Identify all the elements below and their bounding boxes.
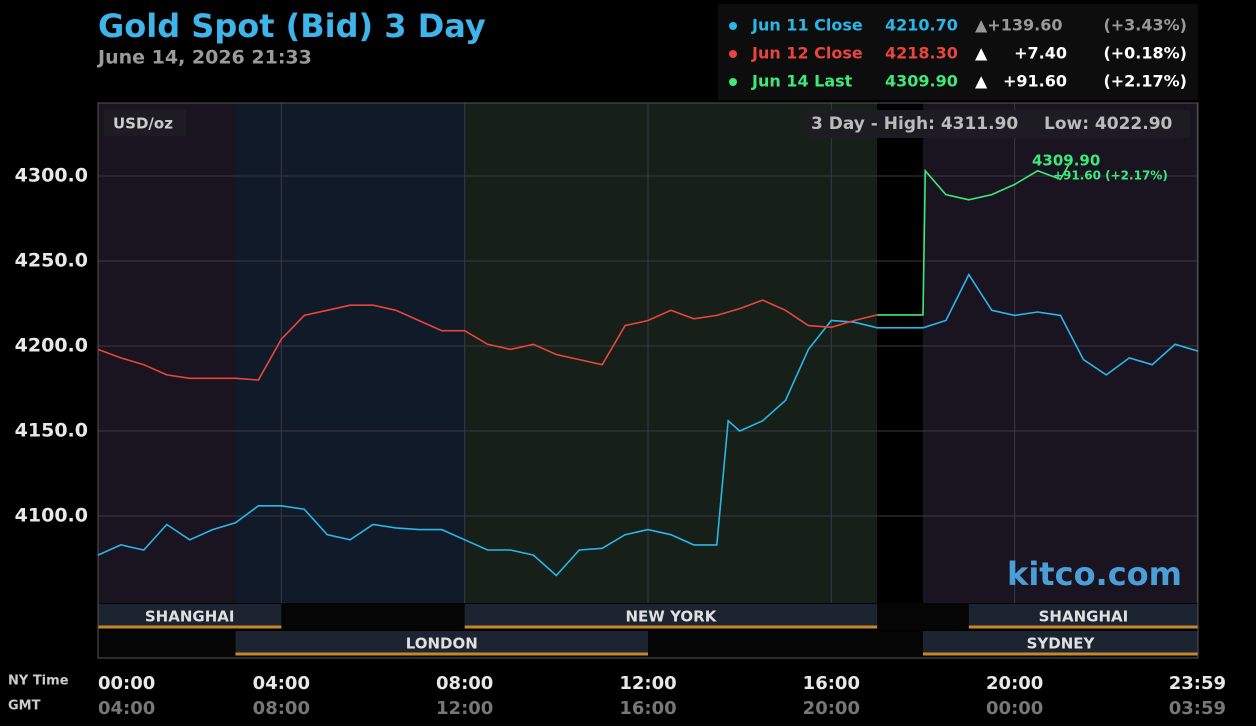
x-tick-label: 20:00 <box>986 673 1043 694</box>
plot-frame <box>97 102 1199 659</box>
x-tick-label: 08:00 <box>436 673 493 694</box>
gmt-tick-label: 08:00 <box>253 698 310 719</box>
chart-title: Gold Spot (Bid) 3 Day <box>98 7 486 45</box>
x-row-label: NY Time <box>8 674 69 689</box>
legend-dot <box>729 22 737 30</box>
legend-close: 4210.70 <box>885 16 958 35</box>
session-zone <box>235 103 465 603</box>
gmt-tick-label: 03:59 <box>1169 698 1226 719</box>
chart-subtitle: June 14, 2026 21:33 <box>96 47 312 69</box>
legend-change: +91.60 <box>1003 72 1067 91</box>
price-line <box>97 299 878 381</box>
session-bar <box>98 604 282 628</box>
range-low: Low: 4022.90 <box>1044 114 1173 134</box>
y-tick-label: 4250.0 <box>15 249 88 271</box>
price-line <box>97 272 1199 577</box>
x-tick-label: 16:00 <box>803 673 860 694</box>
legend-close: 4218.30 <box>885 44 958 63</box>
legend-close: 4309.90 <box>885 72 958 91</box>
y-tick-label: 4150.0 <box>15 420 88 442</box>
legend-change: ▲+139.60 <box>975 16 1062 35</box>
legend-name: Jun 12 Close <box>751 44 863 63</box>
range-high: 3 Day - High: 4311.90 <box>811 114 1018 134</box>
legend-change: ▲ <box>975 44 988 63</box>
legend-pct: (+3.43%) <box>1103 16 1187 35</box>
legend-dot <box>729 78 737 86</box>
session-zone <box>98 103 236 603</box>
legend-box <box>718 4 1198 100</box>
session-label: LONDON <box>406 635 478 653</box>
session-zone <box>877 103 923 603</box>
x-tick-label: 04:00 <box>253 673 310 694</box>
gmt-tick-label: 04:00 <box>98 698 155 719</box>
session-bar <box>968 604 1198 628</box>
session-bar <box>464 604 878 628</box>
gmt-tick-label: 16:00 <box>619 698 676 719</box>
legend-pct: (+2.17%) <box>1103 72 1187 91</box>
gmt-tick-label: 00:00 <box>986 698 1043 719</box>
gmt-tick-label: 20:00 <box>803 698 860 719</box>
session-zone <box>464 103 878 603</box>
session-label: SHANGHAI <box>1039 608 1129 626</box>
legend-name: Jun 14 Last <box>751 72 853 91</box>
session-zone <box>923 103 1198 603</box>
y-tick-label: 4200.0 <box>15 334 88 356</box>
session-label: NEW YORK <box>626 608 718 626</box>
y-tick-label: 4300.0 <box>15 164 88 186</box>
legend-pct: (+0.18%) <box>1103 44 1187 63</box>
unit-label: USD/oz <box>113 115 173 133</box>
watermark: kitco.com <box>1007 555 1182 593</box>
legend-name: Jun 11 Close <box>751 16 863 35</box>
session-label: SYDNEY <box>1027 635 1096 653</box>
legend-change: +7.40 <box>1014 44 1067 63</box>
y-tick-label: 4100.0 <box>15 505 88 527</box>
unit-box <box>104 110 186 136</box>
legend-dot <box>729 50 737 58</box>
legend-change: ▲ <box>975 72 988 91</box>
last-change: +91.60 (+2.17%) <box>1053 169 1168 183</box>
x-tick-label: 23:59 <box>1169 673 1226 694</box>
x-row-label: GMT <box>8 699 41 714</box>
gmt-tick-label: 12:00 <box>436 698 493 719</box>
range-box <box>804 110 1190 138</box>
session-bar <box>923 631 1198 655</box>
session-bar <box>235 631 648 655</box>
price-line <box>877 158 1073 316</box>
session-label: SHANGHAI <box>145 608 235 626</box>
last-label: 4309.90 <box>1032 152 1100 170</box>
x-tick-label: 12:00 <box>619 673 676 694</box>
x-tick-label: 00:00 <box>98 673 155 694</box>
